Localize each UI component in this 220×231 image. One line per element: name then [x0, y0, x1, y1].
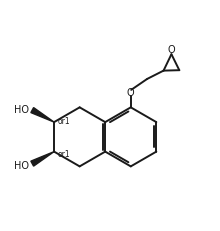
Text: O: O [168, 45, 175, 55]
Text: O: O [127, 88, 135, 98]
Text: or1: or1 [58, 116, 71, 125]
Text: HO: HO [14, 160, 29, 170]
Polygon shape [31, 108, 54, 123]
Text: or1: or1 [58, 149, 71, 158]
Polygon shape [31, 152, 54, 166]
Text: HO: HO [14, 105, 29, 115]
